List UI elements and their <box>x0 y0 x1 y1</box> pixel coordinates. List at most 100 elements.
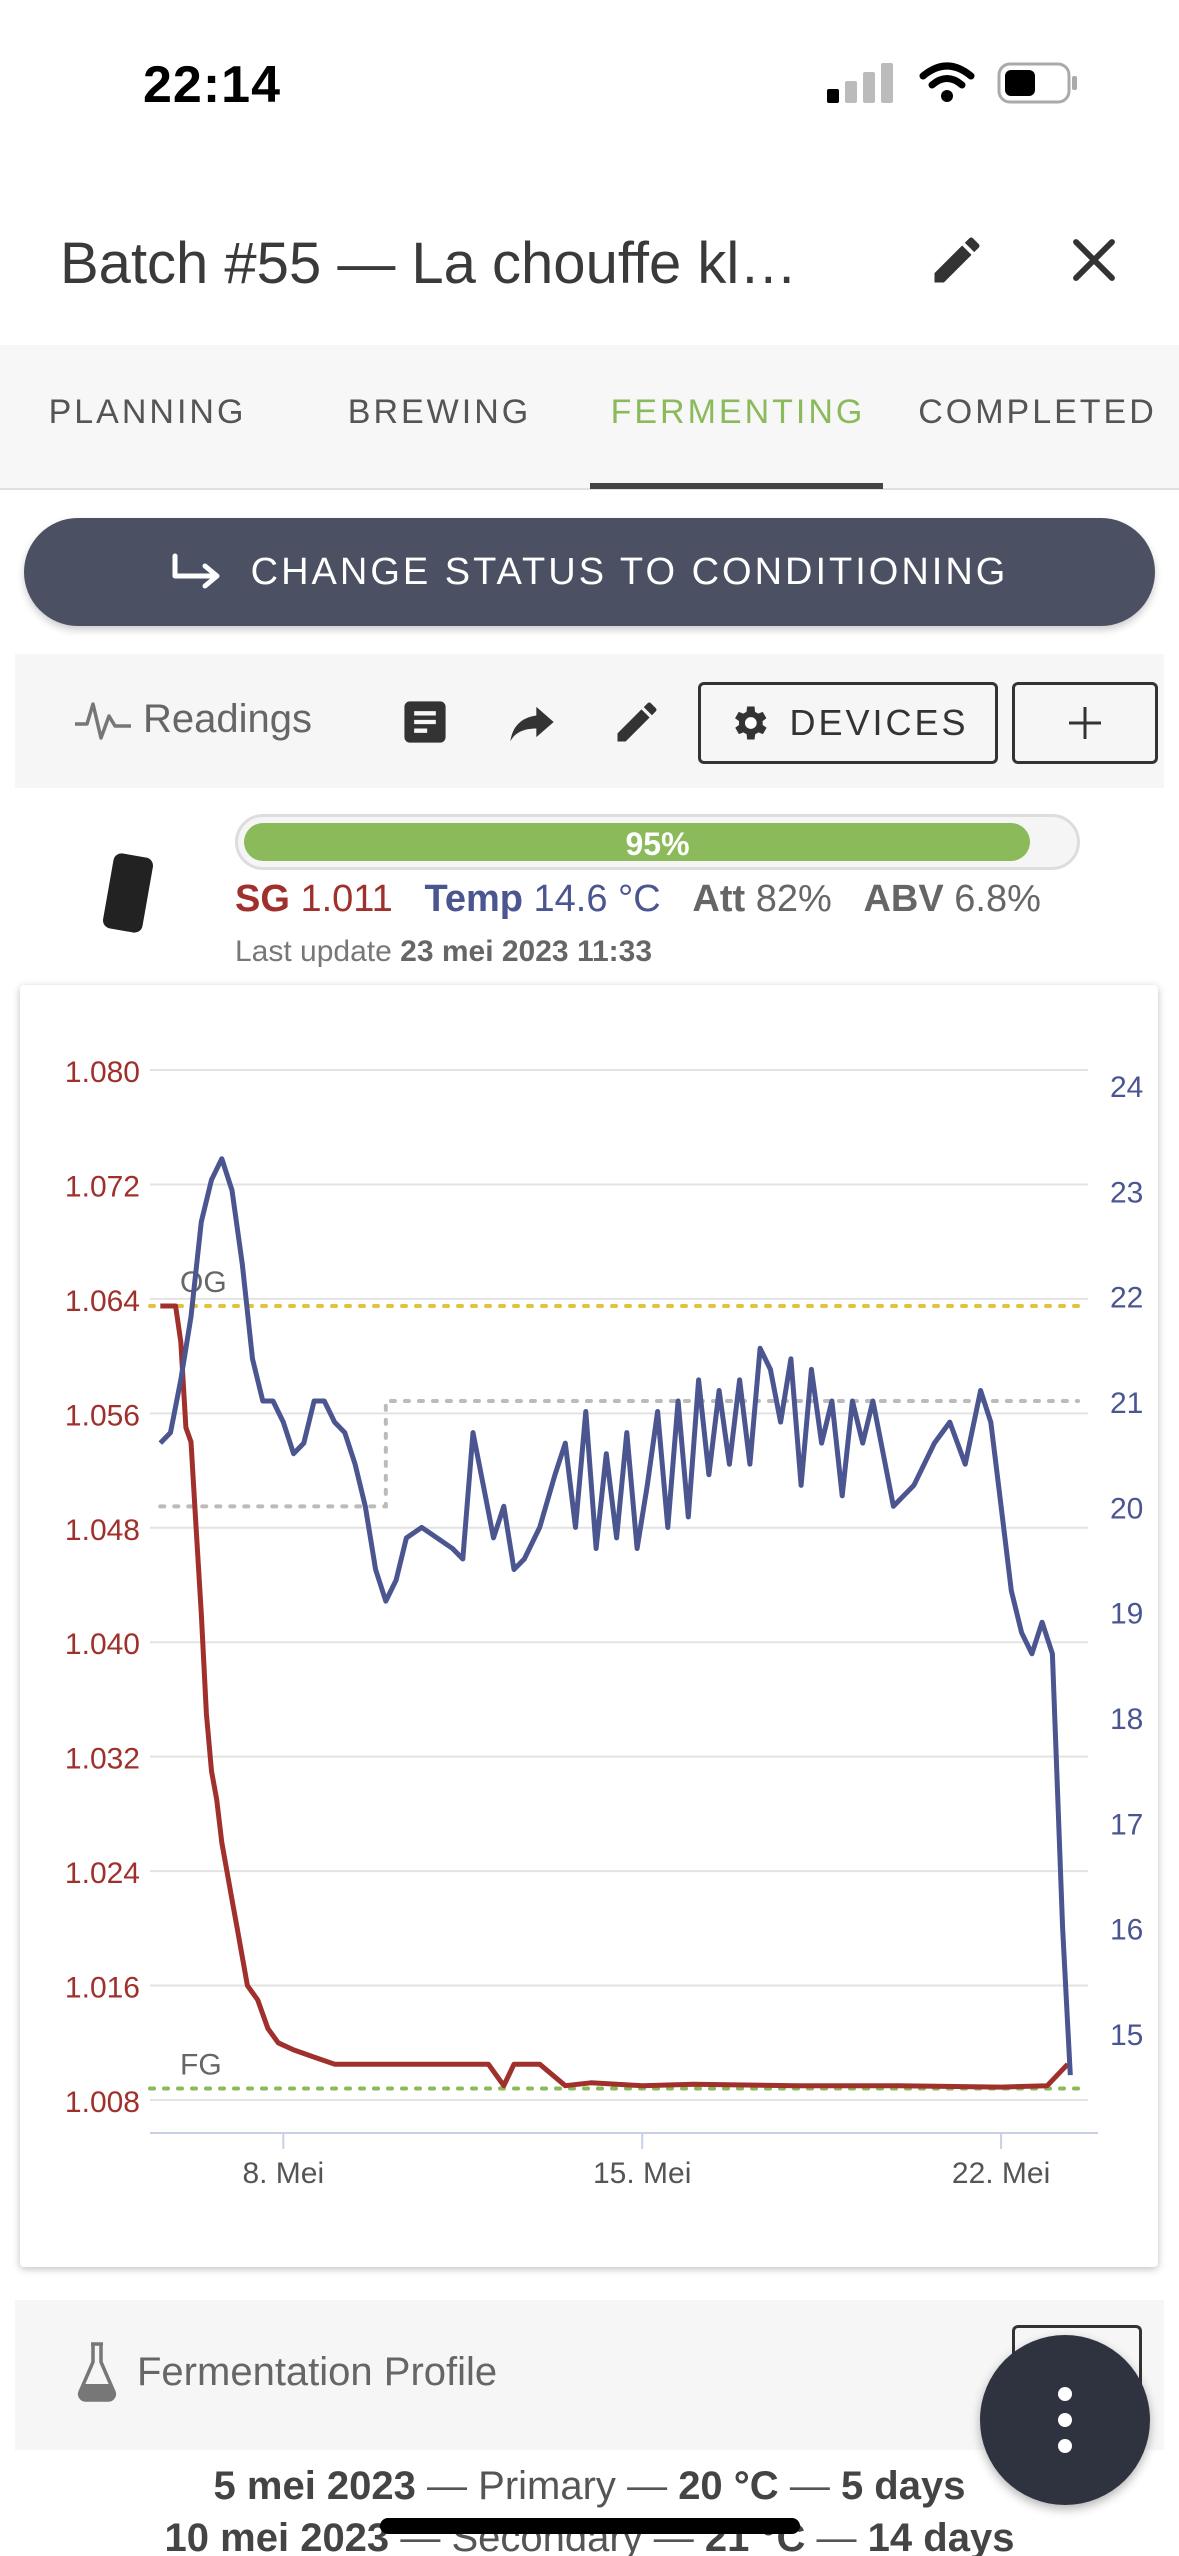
y-left-tick-label: 1.064 <box>65 1285 140 1318</box>
y-right-tick-label: 19 <box>1110 1598 1143 1631</box>
y-right-tick-label: 22 <box>1110 1282 1143 1315</box>
more-dot-icon <box>1058 2439 1072 2453</box>
fermentation-profile-steps: 5 mei 2023 — Primary — 20 °C — 5 days 10… <box>0 2460 1179 2556</box>
pencil-icon <box>617 702 657 742</box>
sg-label: SG <box>235 878 290 920</box>
fermentation-profile-header: Fermentation Profile <box>15 2300 1164 2450</box>
step-date: 10 mei 2023 <box>164 2516 390 2556</box>
status-icons <box>827 62 1079 104</box>
status-bar: 22:14 <box>0 0 1179 150</box>
pencil-icon <box>934 237 980 283</box>
y-left-tick-label: 1.040 <box>65 1628 140 1661</box>
tab-brewing[interactable]: BREWING <box>347 393 532 431</box>
fg-label: FG <box>180 2049 222 2082</box>
tab-planning[interactable]: PLANNING <box>48 393 247 431</box>
more-options-button[interactable] <box>980 2335 1150 2505</box>
step-date: 5 mei 2023 <box>213 2464 416 2508</box>
devices-button[interactable]: DEVICES <box>698 682 998 764</box>
battery-icon <box>997 62 1077 104</box>
att-label: Att <box>692 878 746 920</box>
more-dot-icon <box>1058 2413 1072 2427</box>
step-separator: — <box>627 2464 668 2508</box>
tab-fermenting[interactable]: FERMENTING <box>610 393 866 431</box>
flask-icon <box>77 2342 117 2402</box>
progress-label: 95% <box>625 826 690 862</box>
readings-chart[interactable]: 1.080 1.072 1.064 1.056 1.048 1.040 1.032 1.024… <box>20 985 1158 2267</box>
temp-label: Temp <box>424 878 523 920</box>
y-right-tick-label: 20 <box>1110 1492 1143 1525</box>
target-temp-line <box>158 1399 1080 1509</box>
y-left-tick-label: 1.072 <box>65 1170 140 1203</box>
last-update: Last update 23 mei 2023 11:33 <box>235 935 652 969</box>
y-left-tick-label: 1.080 <box>65 1056 140 1089</box>
y-left-tick-label: 1.032 <box>65 1743 140 1776</box>
change-status-button[interactable]: CHANGE STATUS TO CONDITIONING <box>24 518 1155 626</box>
y-right-tick-label: 23 <box>1110 1176 1143 1209</box>
step-stage: Primary <box>478 2464 616 2508</box>
y-left-tick-label: 1.056 <box>65 1399 140 1432</box>
hydrometer-icon <box>101 852 155 934</box>
temp-value: 14.6 °C <box>533 878 661 920</box>
status-time: 22:14 <box>143 56 281 114</box>
y-right-tick-label: 16 <box>1110 1914 1143 1947</box>
y-right-tick-label: 18 <box>1110 1703 1143 1736</box>
step-separator: — <box>789 2464 830 2508</box>
fermentation-profile-label: Fermentation Profile <box>137 2349 498 2394</box>
gear-icon <box>735 706 768 740</box>
step-duration: 14 days <box>867 2516 1015 2556</box>
device-metrics: SG 1.011 Temp 14.6 °C Att 82% ABV 6.8% <box>235 878 1041 921</box>
close-button[interactable] <box>1054 220 1134 300</box>
step-separator: — <box>427 2464 468 2508</box>
close-icon <box>1073 239 1115 281</box>
more-dot-icon <box>1058 2387 1072 2401</box>
signal-icon <box>827 63 893 103</box>
devices-label: DEVICES <box>789 702 969 743</box>
x-tick-label: 15. Mei <box>593 2157 691 2190</box>
active-tab-indicator <box>590 483 883 489</box>
plus-icon <box>1069 707 1101 739</box>
step-temp: 20 °C <box>678 2464 779 2508</box>
attenuation-progress: 95% <box>235 814 1080 870</box>
sg-value: 1.011 <box>300 878 393 920</box>
y-left-tick-label: 1.024 <box>65 1857 140 1890</box>
edit-batch-button[interactable] <box>917 220 997 300</box>
step-separator: — <box>816 2516 857 2556</box>
readings-toolbar: Readings DEVICES <box>15 654 1164 788</box>
last-update-label: Last update <box>235 935 392 968</box>
abv-label: ABV <box>863 878 944 920</box>
share-button[interactable] <box>492 682 572 762</box>
abv-value: 6.8% <box>954 878 1041 920</box>
share-icon <box>510 706 554 742</box>
home-indicator <box>380 2518 800 2534</box>
last-update-value: 23 mei 2023 11:33 <box>400 935 653 968</box>
y-right-tick-label: 17 <box>1110 1808 1143 1841</box>
temp-series-line <box>158 1156 1073 2076</box>
edit-readings-button[interactable] <box>597 682 677 762</box>
fermentation-profile-title: Fermentation Profile <box>75 2340 497 2404</box>
wifi-icon <box>919 62 975 102</box>
notes-button[interactable] <box>385 682 465 762</box>
progress-fill <box>244 823 1030 861</box>
x-tick-label: 8. Mei <box>242 2157 324 2190</box>
add-reading-button[interactable] <box>1012 682 1158 764</box>
app-header: Batch #55 — La chouffe kl… <box>0 190 1179 340</box>
x-tick-label: 22. Mei <box>952 2157 1050 2190</box>
profile-step: 5 mei 2023 — Primary — 20 °C — 5 days <box>0 2460 1179 2512</box>
att-value: 82% <box>755 878 832 920</box>
sg-series-line <box>160 1303 1070 2090</box>
y-right-tick-label: 15 <box>1110 2019 1143 2052</box>
y-left-tick-label: 1.008 <box>65 2086 140 2119</box>
change-status-label: CHANGE STATUS TO CONDITIONING <box>250 550 1009 593</box>
tab-completed[interactable]: COMPLETED <box>918 393 1157 431</box>
arrow-right-icon <box>172 553 220 589</box>
readings-label: Readings <box>143 696 313 741</box>
status-tabs: PLANNING BREWING FERMENTING COMPLETED <box>0 345 1179 490</box>
readings-header: Readings <box>73 694 312 744</box>
readings-chart-card: 1.080 1.072 1.064 1.056 1.048 1.040 1.032 1.024… <box>20 985 1158 2267</box>
document-icon <box>404 701 446 743</box>
og-label: OG <box>180 1266 227 1299</box>
page-title: Batch #55 — La chouffe kl… <box>60 231 798 296</box>
pulse-icon <box>75 702 131 740</box>
y-right-tick-label: 24 <box>1110 1071 1143 1104</box>
y-left-tick-label: 1.048 <box>65 1514 140 1547</box>
